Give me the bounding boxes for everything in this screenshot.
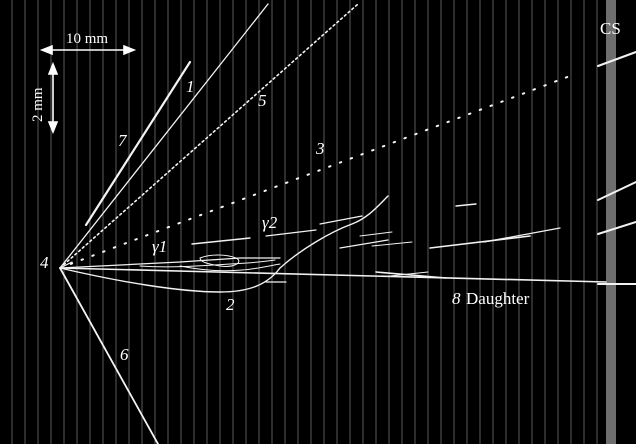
track-6-label: 6 bbox=[120, 345, 129, 364]
cs-segment-1 bbox=[597, 51, 636, 67]
gamma-1-label: γ1 bbox=[152, 237, 167, 256]
gamma-1-shower bbox=[59, 257, 281, 269]
gamma-2-seg-1 bbox=[191, 237, 251, 245]
scale-arrow-down bbox=[47, 121, 59, 135]
track-2 bbox=[59, 195, 389, 293]
gamma-2-seg-4 bbox=[339, 239, 389, 249]
track-2-label: 2 bbox=[226, 295, 235, 314]
tracks bbox=[59, 3, 636, 444]
scale-bar bbox=[39, 44, 137, 135]
gamma-1-cluster bbox=[199, 254, 240, 267]
track-6 bbox=[59, 267, 159, 444]
track-7-label: 7 bbox=[118, 131, 128, 150]
track-5-label: 5 bbox=[258, 91, 267, 110]
gamma-2-seg-10 bbox=[375, 271, 447, 279]
gamma-1-branch-b bbox=[179, 263, 281, 272]
cs-segment-3 bbox=[597, 221, 636, 235]
gamma-2-label: γ2 bbox=[262, 213, 278, 232]
track-3-label: 3 bbox=[315, 139, 325, 158]
gamma-2-seg-3 bbox=[319, 215, 363, 225]
track-4-stub bbox=[59, 261, 73, 269]
cs-label: CS bbox=[600, 19, 621, 38]
track-4-label: 4 bbox=[40, 253, 49, 272]
gamma-2-seg-6 bbox=[371, 241, 413, 247]
gamma-2-seg-5 bbox=[359, 231, 393, 237]
track-8-number-label: 8 bbox=[452, 289, 461, 308]
horizontal-scale-label: 10 mm bbox=[66, 31, 108, 47]
scale-arrow-left bbox=[39, 44, 53, 56]
gamma-2-seg-2 bbox=[265, 229, 317, 237]
cs-segment-2 bbox=[597, 181, 636, 201]
scale-arrow-right bbox=[123, 44, 137, 56]
cs-strip bbox=[606, 0, 616, 444]
grid-lines bbox=[11, 0, 598, 444]
scale-arrow-up bbox=[47, 61, 59, 75]
track-8-daughter bbox=[59, 267, 607, 283]
track-1 bbox=[84, 60, 192, 227]
track-1-label: 1 bbox=[186, 77, 195, 96]
vertical-scale-label: 2 mm bbox=[30, 87, 46, 122]
gamma-2-seg-7 bbox=[429, 235, 531, 249]
gamma-2-seg-8 bbox=[483, 227, 561, 243]
gamma-2-seg-11 bbox=[389, 271, 429, 277]
track-5 bbox=[59, 3, 359, 269]
track-8-text-label: Daughter bbox=[466, 289, 530, 308]
track-7 bbox=[59, 3, 269, 269]
gamma-2-seg-9 bbox=[455, 203, 477, 207]
gamma-1-branch-a bbox=[139, 259, 276, 268]
